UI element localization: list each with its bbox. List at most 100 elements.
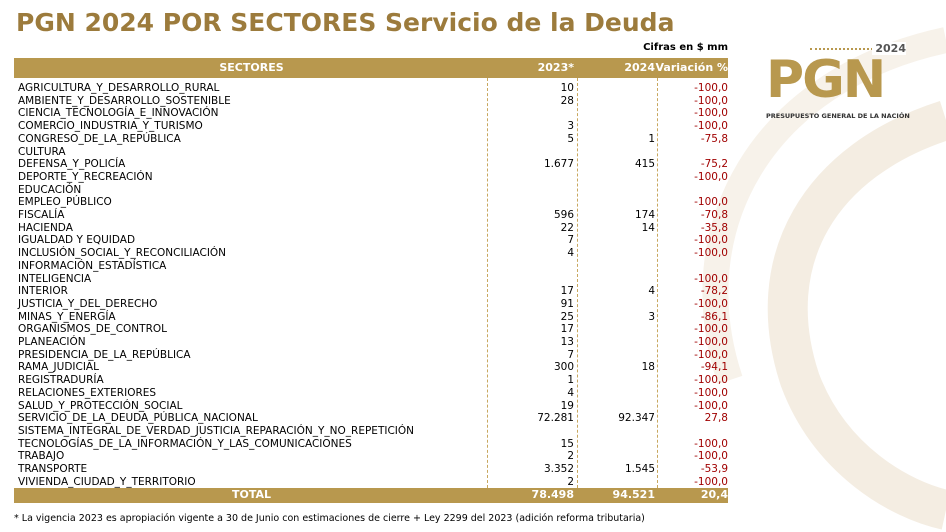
cell-value: 2 (567, 450, 574, 463)
cell-value: 3 (648, 310, 655, 323)
cell-value: 25 (560, 310, 574, 323)
sector: INFORMACIÓN_ESTADÍSTICA (18, 259, 167, 272)
cell-value: -86,1 (700, 310, 728, 323)
sector: PLANEACIÓN (18, 336, 86, 348)
cell-value: -78,2 (700, 285, 728, 298)
cell-value: 1 (648, 132, 655, 145)
sector: RAMA_JUDICIAL (18, 361, 99, 374)
cell-value: 4 (648, 285, 655, 298)
cell-value: 5 (567, 132, 574, 145)
cell-value: 596 (553, 209, 574, 221)
cell-value: 415 (634, 158, 655, 171)
sector: HACIENDA (18, 221, 73, 234)
cell-value: -100,0 (694, 374, 728, 387)
cell-value: 10 (560, 82, 574, 94)
cell-value: -75,8 (700, 132, 728, 145)
cell-value: 15 (560, 437, 574, 450)
total-cell: 20,4 (700, 488, 728, 501)
units: Cifras en $ mm (643, 42, 728, 53)
cell-value: 72.281 (537, 412, 574, 425)
sector: EMPLEO_PÚBLICO (18, 196, 112, 209)
cell-value: -70,8 (700, 209, 728, 221)
sector: PRESIDENCIA_DE_LA_REPÚBLICA (18, 348, 191, 361)
cell-value: 18 (641, 361, 655, 374)
cell-value: -100,0 (694, 272, 728, 285)
cell-value: -100,0 (694, 234, 728, 247)
cell-value: 14 (641, 221, 655, 234)
total-cell: 78.498 (531, 488, 574, 501)
sector: REGISTRADURÍA (18, 374, 104, 387)
cell-value: 3.352 (543, 463, 574, 475)
divider (577, 78, 578, 488)
sector: AMBIENTE_Y_DESARROLLO_SOSTENIBLE (18, 94, 231, 107)
logo: 2024 PGN PRESUPUESTO GENERAL DE LA NACIÓ… (762, 40, 912, 130)
cell-value: 13 (560, 336, 574, 348)
total-row: TOTAL 78.498 94.521 20,4 (14, 488, 728, 503)
column-header: 2023* (537, 61, 574, 74)
cell-value: -100,0 (694, 475, 728, 488)
cell-value: 1.545 (624, 463, 655, 475)
cell-value: -100,0 (694, 196, 728, 209)
column-header: SECTORES (219, 61, 284, 74)
divider (657, 78, 658, 488)
sector: INTELIGENCIA (18, 272, 92, 285)
sector: TRANSPORTE (18, 463, 88, 475)
column-header: 2024 (624, 61, 655, 74)
title: PGN 2024 POR SECTORES Servicio de la Deu… (16, 8, 675, 37)
sector: IGUALDAD Y EQUIDAD (18, 234, 136, 247)
cell-value: -53,9 (700, 463, 728, 475)
cell-value: 4 (567, 247, 574, 260)
cell-value: -100,0 (694, 297, 728, 310)
cell-value: 300 (553, 361, 574, 374)
cell-value: -100,0 (694, 120, 728, 133)
cell-value: 4 (567, 386, 574, 399)
cell-value: -100,0 (694, 450, 728, 463)
cell-value: 7 (567, 234, 574, 247)
cell-value: -100,0 (694, 323, 728, 336)
cell-value: -100,0 (694, 348, 728, 361)
cell-value: -94,1 (700, 361, 728, 374)
sector: SISTEMA_INTEGRAL_DE_VERDAD_JUSTICIA_REPA… (18, 424, 415, 437)
sector: SALUD_Y_PROTECCIÓN_SOCIAL (18, 399, 183, 412)
sector: DEFENSA_Y_POLICÍA (18, 158, 126, 171)
cell-value: 7 (567, 348, 574, 361)
cell-value: 91 (560, 297, 574, 310)
logo-mark: PGN (766, 50, 886, 110)
sector: COMERCIO_INDUSTRIA_Y_TURISMO (18, 120, 203, 133)
cell-value: 17 (560, 285, 574, 298)
cell-value: 3 (567, 120, 574, 133)
sector: FISCALÍA (18, 209, 65, 221)
sector: DEPORTE_Y_RECREACIÓN (18, 170, 153, 183)
total-cell: TOTAL (231, 488, 272, 501)
sector: AGRICULTURA_Y_DESARROLLO_RURAL (18, 82, 220, 94)
divider (487, 78, 488, 488)
sector: INCLUSIÓN_SOCIAL_Y_RECONCILIACIÓN (18, 247, 227, 260)
sector: TECNOLOGÍAS_DE_LA_INFORMACIÓN_Y_LAS_COMU… (18, 437, 352, 450)
sector: RELACIONES_EXTERIORES (18, 386, 157, 399)
cell-value: 2 (567, 475, 574, 488)
sector: CULTURA (18, 145, 66, 158)
cell-value: 28 (560, 94, 574, 107)
cell-value: -100,0 (694, 107, 728, 120)
footnote: * La vigencia 2023 es apropiación vigent… (14, 513, 645, 524)
sector: CONGRESO_DE_LA_REPÚBLICA (18, 132, 181, 145)
cell-value: -100,0 (694, 94, 728, 107)
cell-value: 92.347 (618, 412, 655, 425)
cell-value: -100,0 (694, 399, 728, 412)
sector: TRABAJO (18, 450, 65, 463)
sector: MINAS_Y_ENERGÍA (18, 310, 116, 323)
cell-value: 1 (567, 374, 574, 387)
total-cell: 94.521 (612, 488, 655, 501)
cell-value: -35,8 (700, 221, 728, 234)
cell-value: -100,0 (694, 386, 728, 399)
sector: SERVICIO_DE_LA_DEUDA_PÚBLICA_NACIONAL (18, 412, 258, 425)
column-header: Variación % (655, 61, 728, 74)
cell-value: -100,0 (694, 247, 728, 260)
sector: CIENCIA_TECNOLOGÍA_E_INNOVACIÓN (18, 107, 219, 120)
sector: ORGANISMOS_DE_CONTROL (18, 323, 167, 336)
sector: INTERIOR (18, 285, 68, 298)
cell-value: 174 (634, 209, 655, 221)
sector: JUSTICIA_Y_DEL_DERECHO (18, 297, 158, 310)
